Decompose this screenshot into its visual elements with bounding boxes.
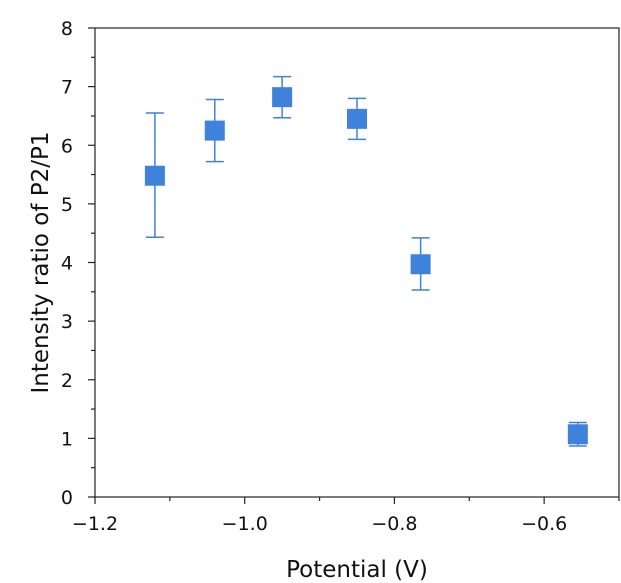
y-tick-label: 0 — [61, 487, 73, 509]
y-tick-label: 4 — [61, 253, 73, 275]
y-tick-label: 7 — [61, 77, 73, 99]
y-tick-label: 1 — [61, 428, 73, 450]
x-tick-label: −0.8 — [371, 513, 417, 535]
y-tick-label: 3 — [61, 311, 73, 333]
y-tick-label: 2 — [61, 370, 73, 392]
y-tick-label: 8 — [61, 18, 73, 40]
data-point — [144, 165, 165, 186]
x-tick-label: −1.0 — [222, 513, 268, 535]
data-points — [144, 87, 588, 445]
y-tick-label: 6 — [61, 135, 73, 157]
x-tick-label: −1.2 — [72, 513, 118, 535]
data-point — [204, 120, 225, 141]
y-tick-label: 5 — [61, 194, 73, 216]
axis-ticks: −1.2 −1.0 −0.8 −0.6 0 1 2 3 4 5 6 7 8 — [61, 18, 620, 535]
x-axis-label: Potential (V) — [286, 557, 428, 583]
x-tick-label: −0.6 — [521, 513, 567, 535]
data-point — [567, 424, 588, 445]
y-axis-label: Intensity ratio of P2/P1 — [28, 132, 54, 394]
data-point — [272, 87, 293, 108]
data-point — [347, 108, 367, 129]
data-point — [410, 254, 431, 275]
